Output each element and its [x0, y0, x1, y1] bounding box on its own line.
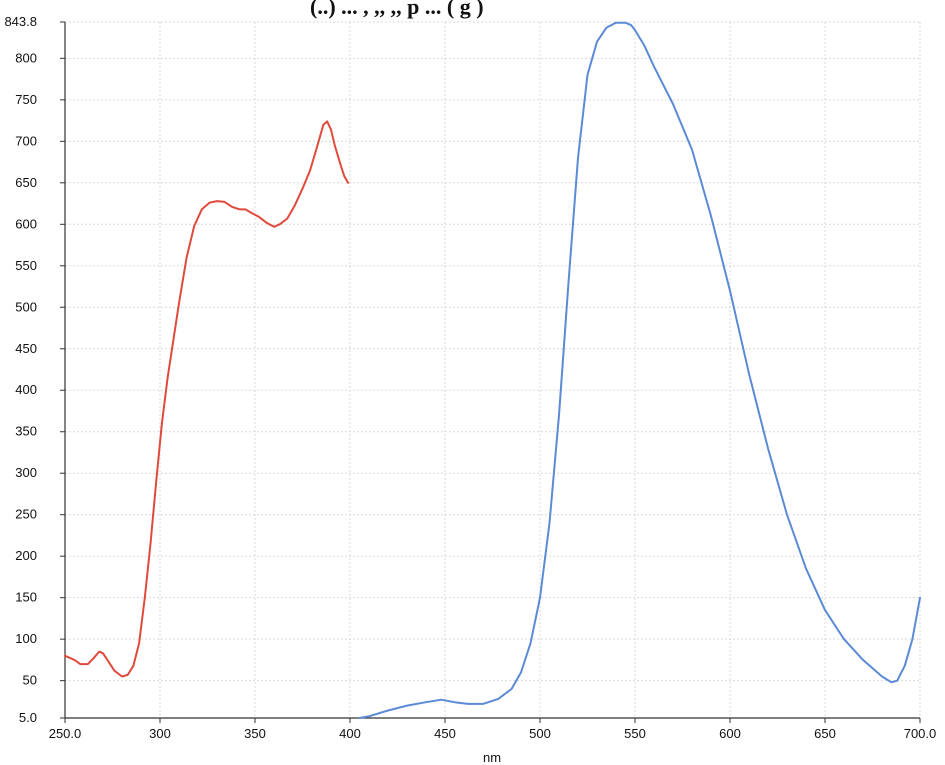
- x-tick-label: 650: [814, 726, 836, 741]
- emission-series-line: [358, 21, 921, 719]
- y-tick-label: 600: [15, 216, 37, 231]
- y-tick-label: 100: [15, 631, 37, 646]
- y-tick-label: 200: [15, 548, 37, 563]
- y-tick-label: 450: [15, 341, 37, 356]
- y-tick-label: 5.0: [19, 710, 37, 725]
- x-tick-label: 500: [529, 726, 551, 741]
- x-tick-label: 350: [244, 726, 266, 741]
- y-tick-label: 750: [15, 92, 37, 107]
- excitation-series-line: [64, 120, 350, 678]
- y-tick-label: 843.8: [4, 14, 37, 29]
- x-tick-label: 700.0: [904, 726, 937, 741]
- x-tick-label: 400: [339, 726, 361, 741]
- y-tick-label: 350: [15, 424, 37, 439]
- x-tick-label: 600: [719, 726, 741, 741]
- y-tick-label: 650: [15, 175, 37, 190]
- y-tick-label: 50: [23, 673, 37, 688]
- x-tick-label: 300: [149, 726, 171, 741]
- y-tick-label: 800: [15, 50, 37, 65]
- y-tick-label: 150: [15, 590, 37, 605]
- axes: [60, 21, 921, 723]
- y-tick-label: 500: [15, 299, 37, 314]
- data-series: [64, 21, 921, 719]
- y-tick-label: 700: [15, 133, 37, 148]
- x-tick-label: 550: [624, 726, 646, 741]
- y-tick-label: 400: [15, 382, 37, 397]
- cropped-header-text: (..) ... , ,, ,, p ... ( g ): [310, 0, 484, 19]
- y-tick-label: 250: [15, 507, 37, 522]
- y-tick-label: 300: [15, 465, 37, 480]
- x-tick-label: 250.0: [49, 726, 82, 741]
- y-tick-label: 550: [15, 258, 37, 273]
- x-axis-label: nm: [483, 750, 501, 765]
- x-tick-label: 450: [434, 726, 456, 741]
- grid-lines: [65, 21, 921, 718]
- tick-labels: 5.0 50 100 150 200 250 300 350 400 450 500 550 600 65…: [4, 14, 936, 741]
